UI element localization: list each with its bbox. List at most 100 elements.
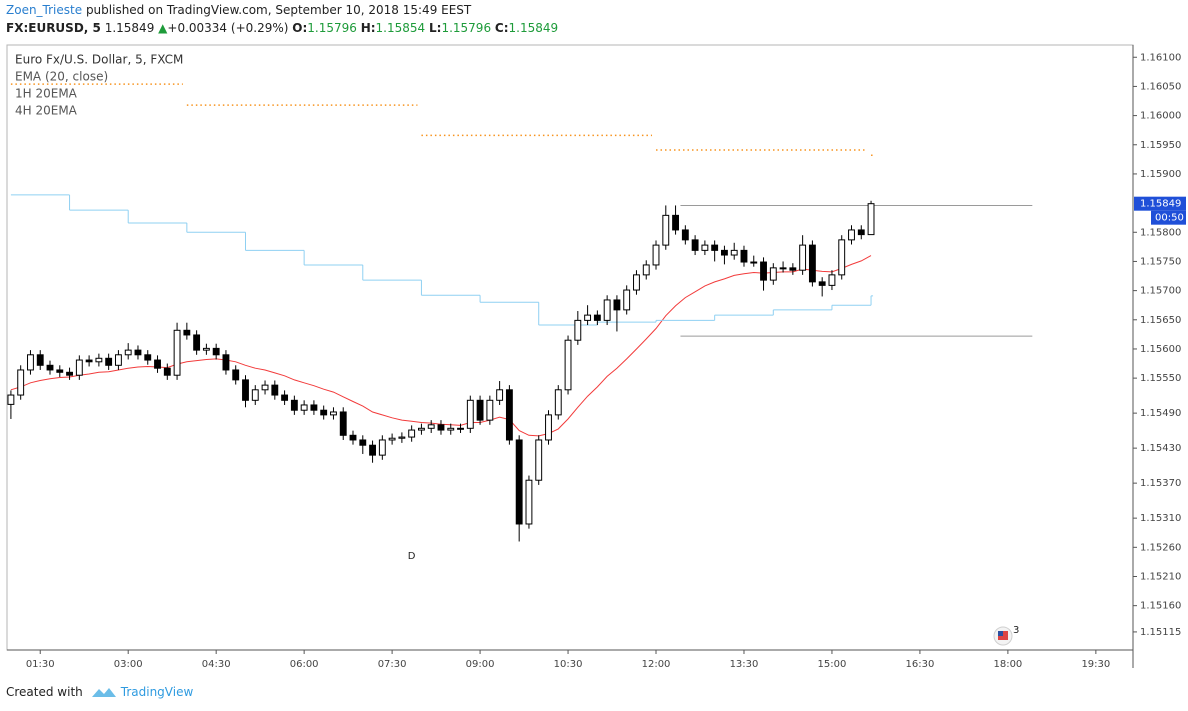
candle-body — [320, 409, 328, 416]
candle-body — [66, 371, 73, 376]
event-count: 3 — [1013, 625, 1019, 636]
candle-body — [466, 399, 474, 429]
candle-body — [701, 244, 709, 251]
candle-body — [789, 267, 797, 271]
candle-body — [202, 347, 210, 351]
candle-body — [691, 239, 699, 251]
publish-line: Zoen_Trieste published on TradingView.co… — [6, 3, 471, 17]
x-tick-label: 13:30 — [730, 659, 759, 670]
candle-body — [593, 314, 601, 321]
candle-body — [251, 389, 259, 401]
y-tick-label: 1.15700 — [1140, 286, 1181, 297]
symbol: FX:EURUSD, 5 — [6, 21, 101, 35]
candle-body — [545, 414, 552, 441]
price-tag — [1134, 196, 1186, 211]
y-tick-label: 1.16050 — [1140, 81, 1181, 92]
price-tag-label: 1.15849 — [1140, 199, 1181, 210]
candle-body — [711, 244, 719, 251]
x-tick-label: 09:00 — [466, 659, 495, 670]
candle-body — [183, 329, 191, 336]
candle-body — [56, 369, 64, 373]
candle-body — [603, 299, 611, 321]
candle-body — [848, 229, 855, 241]
y-tick-label: 1.16100 — [1140, 52, 1181, 63]
candle-body — [769, 267, 777, 281]
candle-body — [134, 349, 142, 356]
candle-body — [85, 359, 93, 363]
x-tick-label: 06:00 — [290, 659, 319, 670]
y-tick-label: 1.15650 — [1140, 315, 1181, 326]
author[interactable]: Zoen_Trieste — [6, 3, 83, 17]
ema-line — [10, 255, 872, 437]
y-tick-label: 1.15260 — [1140, 542, 1181, 553]
brand[interactable]: TradingView — [120, 685, 194, 699]
x-tick-label: 19:30 — [1081, 659, 1110, 670]
candle-body — [799, 244, 807, 271]
low-label: L: — [429, 21, 442, 35]
candle-body — [818, 281, 826, 286]
candle-body — [496, 389, 504, 401]
candle-body — [574, 319, 582, 341]
candle-body — [642, 264, 650, 276]
candle-body — [95, 357, 103, 363]
open-value: 1.15796 — [307, 21, 357, 35]
candle-body — [7, 394, 15, 405]
candle-body — [779, 267, 787, 270]
candle-body — [398, 436, 406, 439]
last-price: 1.15849 — [104, 21, 155, 35]
candle-body — [105, 357, 113, 366]
y-tick-label: 1.15800 — [1140, 227, 1181, 238]
y-tick-label: 1.15600 — [1140, 344, 1181, 355]
change-arrow: ▲ — [158, 21, 168, 35]
candle-body — [760, 261, 767, 281]
x-tick-label: 07:30 — [378, 659, 407, 670]
y-tick-label: 1.15115 — [1140, 627, 1181, 638]
x-tick-label: 01:30 — [26, 659, 55, 670]
candle-body — [437, 424, 445, 431]
legend-entry: EMA (20, close) — [15, 70, 108, 84]
y-tick-label: 1.15430 — [1140, 443, 1181, 454]
candle-body — [193, 334, 201, 351]
candle-body — [730, 249, 738, 256]
candle-body — [515, 439, 523, 525]
candle-body — [242, 379, 249, 401]
open-label: O: — [292, 21, 308, 35]
y-tick-label: 1.15160 — [1140, 601, 1181, 612]
candle-body — [144, 354, 152, 361]
candle-body — [388, 437, 396, 441]
candle-body — [300, 404, 308, 411]
candle-body — [232, 369, 240, 381]
countdown-tag — [1151, 210, 1186, 225]
low-value: 1.15796 — [441, 21, 492, 35]
candle-body — [828, 274, 836, 286]
legend-entry: 1H 20EMA — [15, 87, 78, 101]
candle-body — [857, 229, 865, 236]
candle-body — [662, 214, 670, 246]
y-tick-label: 1.15210 — [1140, 571, 1181, 582]
candle-body — [721, 249, 728, 256]
y-tick-label: 1.16000 — [1140, 111, 1181, 122]
candle-body — [535, 439, 543, 481]
footer: Created with TradingView — [6, 685, 193, 699]
candle-body — [46, 364, 54, 371]
candle-body — [838, 239, 846, 276]
candle-body — [349, 434, 357, 441]
close-value: 1.15849 — [508, 21, 559, 35]
y-tick-label: 1.15490 — [1140, 408, 1181, 419]
candle-body — [584, 314, 592, 321]
candle-body — [505, 389, 513, 441]
candle-body — [261, 384, 269, 391]
x-tick-label: 04:30 — [202, 659, 231, 670]
candle-body — [271, 384, 279, 396]
candle-body — [281, 394, 289, 401]
candle-body — [681, 229, 689, 241]
candle-body — [740, 249, 748, 263]
candle-body — [623, 289, 631, 311]
candle-body — [525, 479, 533, 525]
high-value: 1.15854 — [375, 21, 426, 35]
x-tick-label: 12:00 — [642, 659, 671, 670]
candle-body — [417, 427, 425, 431]
brand-logo — [91, 688, 116, 697]
candle-body — [750, 261, 758, 264]
